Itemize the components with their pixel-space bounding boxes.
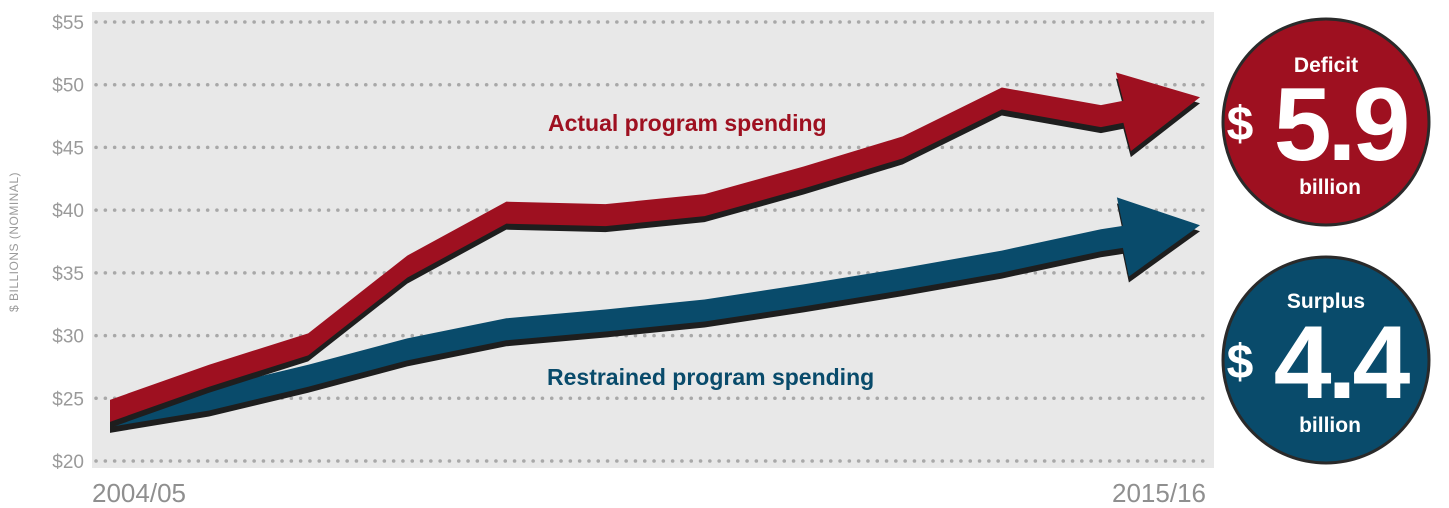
series-label-restrained: Restrained program spending bbox=[547, 364, 874, 390]
surplus-badge-head: Surplus bbox=[1287, 290, 1365, 313]
deficit-badge-dollar: $ bbox=[1227, 98, 1254, 151]
y-tick-label: $30 bbox=[52, 327, 84, 348]
y-tick-label: $45 bbox=[52, 138, 84, 159]
deficit-badge-circle bbox=[1221, 17, 1431, 227]
x-tick-start: 2004/05 bbox=[92, 478, 186, 508]
surplus-badge-dollar: $ bbox=[1227, 336, 1254, 389]
surplus-badge-amount: 4.4 bbox=[1274, 305, 1411, 421]
deficit-badge-unit: billion bbox=[1299, 176, 1361, 199]
series-label-actual: Actual program spending bbox=[548, 110, 827, 136]
y-tick-label: $20 bbox=[52, 452, 84, 473]
y-tick-label: $35 bbox=[52, 264, 84, 285]
series-line-restrained bbox=[110, 197, 1200, 427]
y-axis-label: $ BILLIONS (NOMINAL) bbox=[7, 172, 21, 312]
y-tick-label: $50 bbox=[52, 76, 84, 97]
x-tick-end: 2015/16 bbox=[1112, 478, 1206, 508]
deficit-badge-head: Deficit bbox=[1294, 54, 1358, 77]
series-layer bbox=[110, 72, 1200, 433]
surplus-badge: Surplus $ 4.4 billion bbox=[1221, 255, 1431, 465]
surplus-badge-unit: billion bbox=[1299, 414, 1361, 437]
series-line-actual bbox=[110, 72, 1200, 422]
deficit-badge-amount: 5.9 bbox=[1274, 67, 1407, 183]
y-tick-label: $55 bbox=[52, 13, 84, 34]
surplus-badge-circle bbox=[1221, 255, 1431, 465]
y-tick-label: $25 bbox=[52, 389, 84, 410]
y-tick-label: $40 bbox=[52, 201, 84, 222]
deficit-badge: Deficit $ 5.9 billion bbox=[1221, 17, 1431, 227]
y-axis-ticks: $20 $25 $30 $35 $40 $45 $50 $55 bbox=[52, 13, 84, 473]
